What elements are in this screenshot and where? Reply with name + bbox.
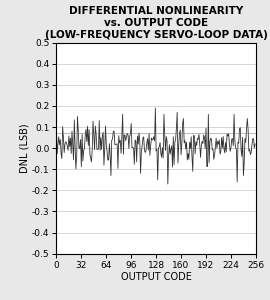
Y-axis label: DNL (LSB): DNL (LSB) bbox=[19, 123, 29, 173]
X-axis label: OUTPUT CODE: OUTPUT CODE bbox=[121, 272, 192, 282]
Title: DIFFERENTIAL NONLINEARITY
vs. OUTPUT CODE
(LOW-FREQUENCY SERVO-LOOP DATA): DIFFERENTIAL NONLINEARITY vs. OUTPUT COD… bbox=[45, 6, 268, 41]
